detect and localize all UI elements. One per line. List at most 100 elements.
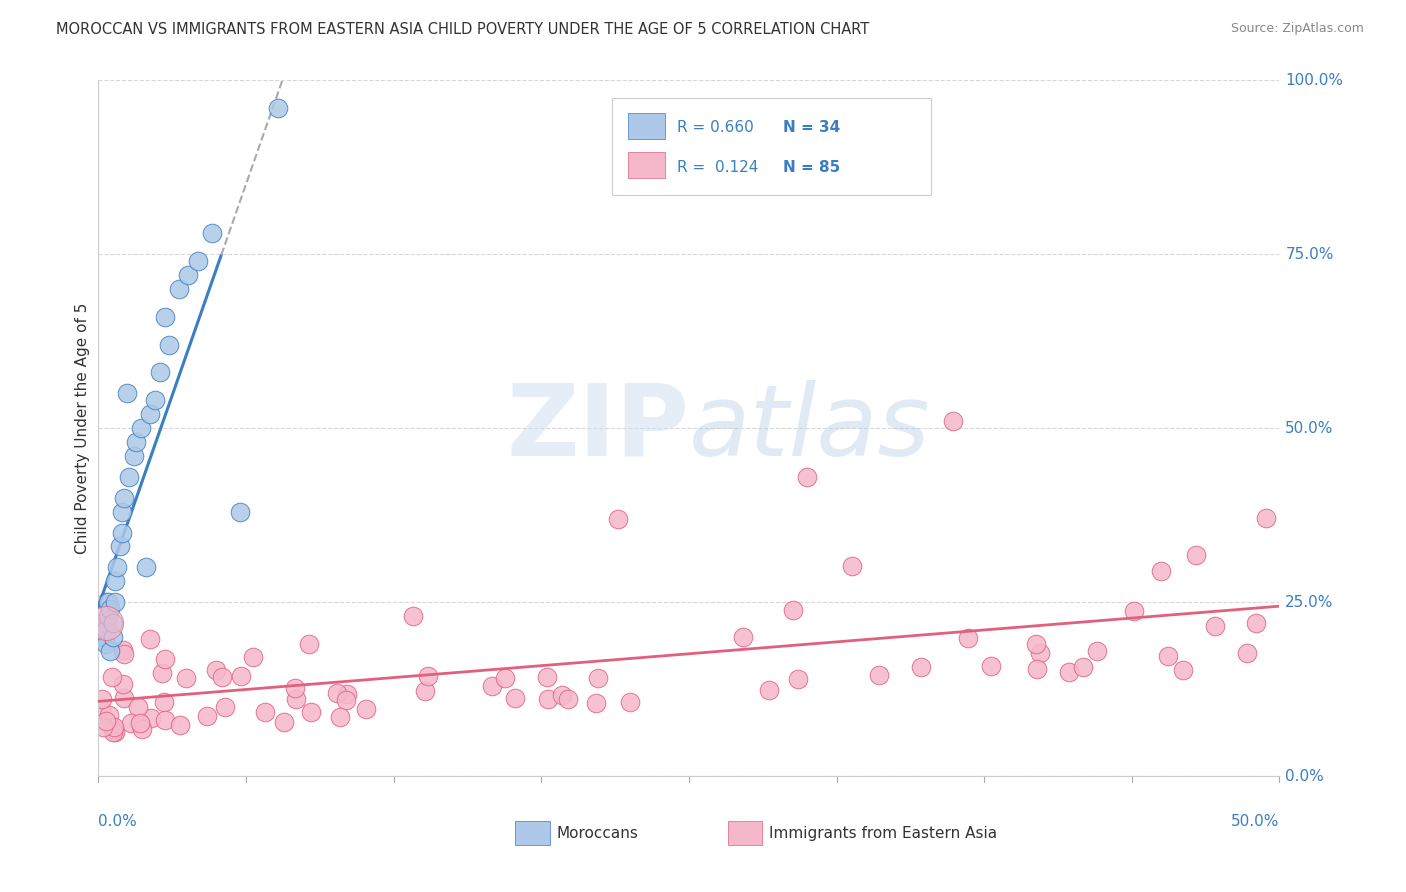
Point [229, 669, 252, 683]
Point [100, 670, 122, 684]
Point [91, 720, 114, 734]
Text: Moroccans: Moroccans [557, 826, 638, 840]
Point [273, 714, 295, 729]
Point [104, 595, 127, 609]
Point [335, 693, 357, 707]
Point [101, 615, 124, 630]
Point [122, 449, 145, 463]
Point [94, 615, 117, 630]
Point [1171, 663, 1194, 677]
Point [143, 393, 166, 408]
Point [1254, 511, 1277, 525]
Point [98, 602, 121, 616]
Text: MOROCCAN VS IMMIGRANTS FROM EASTERN ASIA CHILD POVERTY UNDER THE AGE OF 5 CORREL: MOROCCAN VS IMMIGRANTS FROM EASTERN ASIA… [56, 22, 869, 37]
Point [229, 505, 252, 519]
Text: 100.0%: 100.0% [1285, 73, 1343, 87]
Point [607, 511, 630, 525]
FancyBboxPatch shape [627, 153, 665, 178]
Point [585, 696, 607, 710]
Point [98, 708, 121, 723]
Point [128, 715, 150, 730]
FancyBboxPatch shape [612, 98, 931, 195]
Point [1204, 619, 1226, 633]
Text: 75.0%: 75.0% [1285, 247, 1334, 261]
Point [91, 615, 114, 630]
Point [177, 268, 200, 282]
Point [253, 705, 276, 719]
Point [329, 710, 352, 724]
Text: R =  0.124: R = 0.124 [678, 160, 758, 175]
Point [101, 630, 124, 644]
Point [942, 414, 965, 428]
Point [118, 470, 141, 484]
Point [104, 725, 127, 739]
Point [356, 702, 378, 716]
Point [167, 282, 190, 296]
Point [111, 525, 134, 540]
Point [131, 722, 153, 736]
Point [112, 690, 135, 705]
Point [1087, 644, 1109, 658]
Point [536, 670, 558, 684]
Point [90, 703, 112, 717]
Point [980, 658, 1002, 673]
Text: Source: ZipAtlas.com: Source: ZipAtlas.com [1230, 22, 1364, 36]
Point [115, 386, 138, 401]
Point [152, 695, 174, 709]
Text: 50.0%: 50.0% [1285, 421, 1334, 435]
Point [138, 632, 160, 646]
Point [94, 623, 117, 637]
Point [537, 692, 560, 706]
Point [111, 643, 134, 657]
Point [97, 595, 120, 609]
Point [786, 672, 808, 686]
Text: N = 34: N = 34 [783, 120, 841, 135]
Point [120, 716, 142, 731]
Point [91, 630, 114, 644]
FancyBboxPatch shape [627, 112, 665, 139]
Point [111, 677, 134, 691]
Point [187, 254, 209, 268]
Point [211, 670, 233, 684]
Point [153, 310, 176, 324]
Text: Immigrants from Eastern Asia: Immigrants from Eastern Asia [769, 826, 997, 840]
Point [149, 366, 172, 380]
Point [112, 491, 135, 505]
Text: ZIP: ZIP [506, 380, 689, 476]
Point [101, 725, 124, 739]
Point [326, 686, 349, 700]
FancyBboxPatch shape [728, 822, 762, 845]
Point [101, 723, 124, 737]
Point [551, 688, 574, 702]
Point [94, 637, 117, 651]
Point [494, 671, 516, 685]
Point [155, 714, 177, 728]
Point [1156, 648, 1178, 663]
Point [103, 720, 125, 734]
Point [758, 683, 780, 698]
Point [204, 663, 226, 677]
Point [98, 644, 121, 658]
Point [267, 101, 290, 115]
Point [1029, 646, 1052, 660]
Point [841, 558, 863, 573]
Point [619, 695, 641, 709]
Point [402, 609, 425, 624]
Point [284, 692, 307, 706]
Point [586, 671, 609, 685]
Point [782, 603, 804, 617]
Point [416, 669, 439, 683]
FancyBboxPatch shape [516, 822, 550, 845]
Point [135, 560, 157, 574]
Point [956, 631, 979, 645]
Text: atlas: atlas [689, 380, 931, 476]
Text: 25.0%: 25.0% [1285, 595, 1334, 609]
Point [1057, 665, 1080, 679]
Point [125, 435, 148, 450]
Text: N = 85: N = 85 [783, 160, 841, 175]
Point [150, 666, 173, 681]
Point [503, 691, 526, 706]
Text: 50.0%: 50.0% [1232, 814, 1279, 830]
Point [481, 679, 503, 693]
Point [169, 718, 191, 732]
